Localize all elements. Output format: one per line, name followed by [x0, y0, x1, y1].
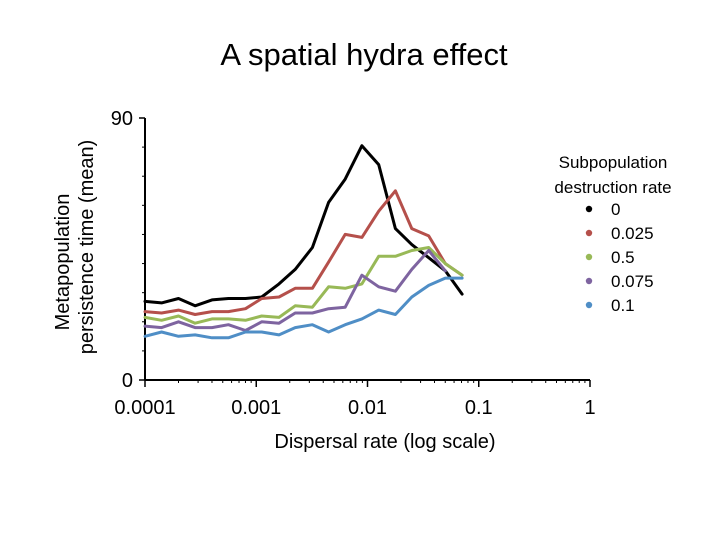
legend-marker — [585, 229, 593, 237]
y-axis-label: Metapopulation — [52, 194, 74, 331]
x-tick-label: 1 — [584, 397, 595, 419]
y-tick-label: 90 — [111, 108, 133, 130]
legend-label: 0.1 — [611, 296, 635, 315]
series-line-0 — [143, 144, 464, 308]
legend-marker — [585, 205, 593, 213]
series-line-2 — [143, 246, 464, 325]
y-axis-label-line1: Metapopulation — [52, 194, 74, 331]
axes: 0.0001 0.001 0.01 0.1 1 0 90 — [111, 108, 596, 419]
legend-title-line2: destruction rate — [554, 178, 671, 197]
legend-title-line1: Subpopulation — [559, 153, 668, 172]
legend-label: 0.5 — [611, 248, 635, 267]
legend-items: 0 0.025 0.5 0.075 0.1 — [585, 200, 654, 315]
series-line-3 — [143, 249, 447, 332]
y-axis-label-2: persistence time (mean) — [76, 140, 98, 355]
legend-marker — [585, 301, 593, 309]
x-axis-label: Dispersal rate (log scale) — [274, 431, 495, 453]
plot-area — [143, 144, 464, 340]
chart-title: A spatial hydra effect — [220, 37, 508, 72]
legend: Subpopulation destruction rate 0 0.025 0.5… — [554, 153, 671, 315]
y-axis-label-line2: persistence time (mean) — [76, 140, 98, 355]
x-tick-label: 0.0001 — [114, 397, 175, 419]
series-line-1 — [143, 189, 464, 316]
x-tick-label: 0.1 — [465, 397, 493, 419]
x-tick-label: 0.01 — [348, 397, 387, 419]
legend-marker — [585, 277, 593, 285]
x-tick-label: 0.001 — [231, 397, 281, 419]
legend-label: 0.025 — [611, 224, 654, 243]
series-line-4 — [143, 276, 464, 340]
legend-marker — [585, 253, 593, 261]
legend-label: 0 — [611, 200, 620, 219]
y-tick-label: 0 — [122, 370, 133, 392]
legend-label: 0.075 — [611, 272, 654, 291]
